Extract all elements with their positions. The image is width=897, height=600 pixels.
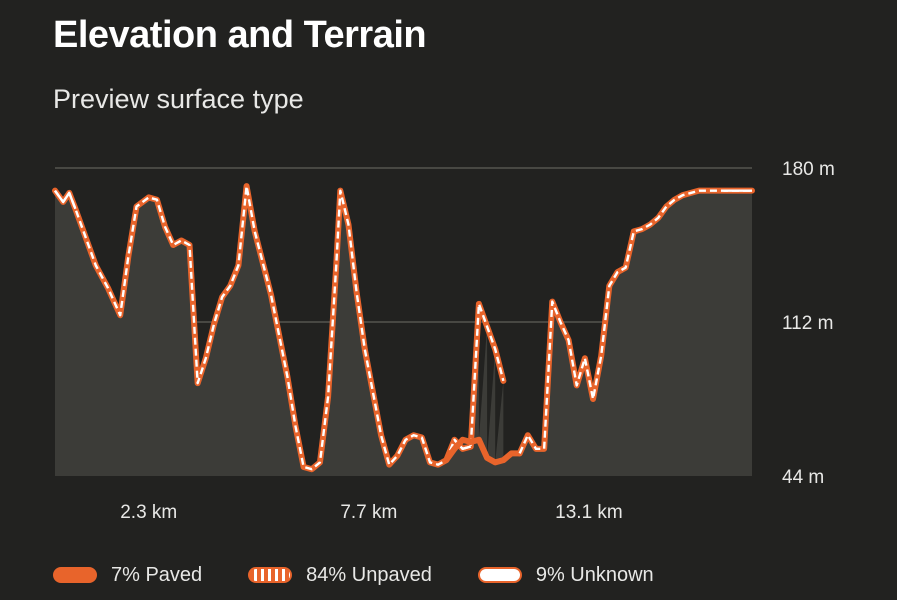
unpaved-segment-dash xyxy=(54,184,505,471)
legend: 7% Paved 84% Unpaved 9% Unknown xyxy=(53,560,700,590)
legend-item-unknown: 9% Unknown xyxy=(477,563,654,587)
legend-label-paved: 7% Paved xyxy=(111,563,203,586)
tick-layer: 180 m 112 m 44 m 2.3 km 7.7 km 13.1 km xyxy=(120,159,835,523)
line-layer xyxy=(52,183,755,473)
paved-segment xyxy=(443,436,523,466)
area-layer xyxy=(55,186,752,476)
x-tick-label: 2.3 km xyxy=(120,502,177,523)
legend-item-unpaved: 84% Unpaved xyxy=(248,564,432,587)
legend-label-unknown: 9% Unknown xyxy=(535,563,654,586)
page-title: Elevation and Terrain xyxy=(53,14,427,56)
unknown-segment xyxy=(54,189,77,210)
unpaved-segment-outline xyxy=(516,187,755,457)
elevation-area xyxy=(55,186,752,476)
elevation-chart[interactable]: 180 m 112 m 44 m 2.3 km 7.7 km 13.1 km xyxy=(0,0,897,545)
y-tick-label: 180 m xyxy=(782,159,835,180)
page-subtitle: Preview surface type xyxy=(53,84,304,114)
x-tick-label: 13.1 km xyxy=(555,502,623,523)
x-tick-label: 7.7 km xyxy=(340,502,397,523)
unpaved-swatch-icon xyxy=(248,567,293,583)
unknown-swatch-icon xyxy=(477,567,522,583)
y-tick-label: 112 m xyxy=(782,313,833,334)
paved-swatch-icon xyxy=(53,567,97,583)
legend-item-paved: 7% Paved xyxy=(53,564,202,587)
legend-label-unpaved: 84% Unpaved xyxy=(306,563,432,586)
y-tick-label: 44 m xyxy=(782,467,824,488)
